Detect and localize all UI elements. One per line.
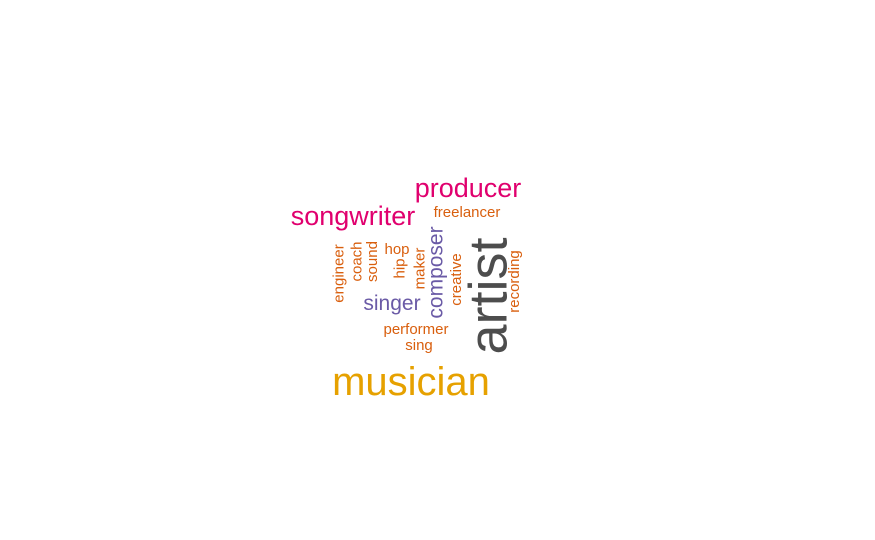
word-producer: producer [414,172,522,203]
word-maker: maker [411,247,429,289]
word-composer: composer [424,225,448,319]
word-recording: recording [505,249,523,313]
word-performer: performer [383,320,449,338]
word-freelancer: freelancer [433,203,501,221]
word-creative: creative [447,252,465,306]
word-musician: musician [332,360,490,404]
word-hip: hip [391,257,409,279]
word-sound: sound [363,240,381,282]
word-songwriter: songwriter [290,200,416,231]
word-sing: sing [405,336,433,354]
word-hop: hop [384,240,410,258]
word-coach: coach [348,240,366,282]
word-singer: singer [363,291,421,315]
word-engineer: engineer [330,243,348,303]
